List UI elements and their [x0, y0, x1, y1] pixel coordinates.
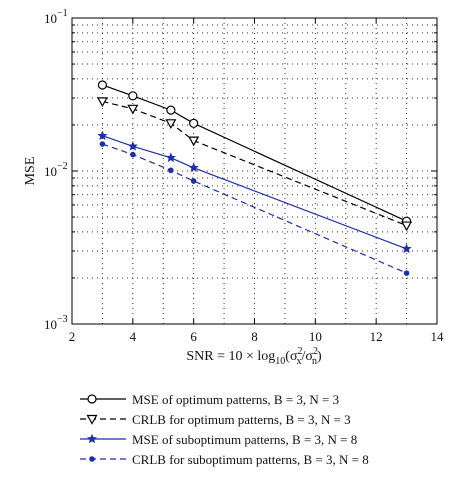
- y-tick-label: 10−2: [44, 161, 68, 179]
- y-axis-label: MSE: [23, 157, 38, 186]
- series-4: [99, 141, 410, 276]
- series-1: [97, 80, 412, 226]
- y-axis: 10−1 10−2 10−3: [44, 8, 437, 332]
- data-point: [403, 270, 410, 276]
- legend-entry: MSE of suboptimum patterns, B = 3, N = 8: [80, 432, 357, 447]
- data-point: [97, 80, 108, 90]
- data-point: [190, 178, 197, 184]
- data-point: [165, 119, 177, 130]
- legend-entry: MSE of optimum patterns, B = 3, N = 3: [80, 392, 339, 407]
- data-point: [86, 433, 98, 444]
- x-axis: 2 4 6 8 10 12 14: [69, 18, 444, 344]
- x-tick-label: 2: [69, 329, 76, 344]
- data-point: [401, 243, 412, 254]
- y-tick-label: 10−3: [44, 314, 68, 332]
- data-point: [127, 104, 139, 115]
- data-point: [166, 105, 176, 115]
- legend-label: CRLB for optimum patterns, B = 3, N = 3: [132, 412, 351, 427]
- data-point: [127, 141, 138, 151]
- x-tick-label: 8: [251, 329, 258, 344]
- x-tick-label: 10: [309, 329, 322, 344]
- data-point: [128, 91, 138, 101]
- data-point: [401, 221, 413, 232]
- series-line: [102, 135, 407, 250]
- x-tick-label: 14: [431, 329, 445, 344]
- data-point: [168, 167, 174, 174]
- x-tick-label: 6: [190, 329, 197, 344]
- data-point: [165, 152, 176, 163]
- legend-entry: CRLB for suboptimum patterns, B = 3, N =…: [80, 452, 369, 467]
- data-point: [188, 162, 199, 173]
- x-tick-label: 12: [370, 329, 383, 344]
- data-point: [97, 130, 108, 141]
- data-point: [86, 414, 98, 425]
- series-2: [96, 97, 413, 232]
- data-point: [188, 136, 200, 147]
- data-point: [189, 118, 199, 128]
- data-point: [99, 141, 106, 147]
- x-tick-label: 4: [130, 329, 137, 344]
- data-point: [89, 456, 95, 462]
- legend: MSE of optimum patterns, B = 3, N = 3 CRL…: [80, 392, 369, 467]
- series-layer: [96, 80, 413, 276]
- data-point: [96, 97, 108, 108]
- x-axis-label: SNR = 10 × log10(σ2 x/σ2 n): [186, 346, 322, 367]
- legend-label: MSE of suboptimum patterns, B = 3, N = 8: [132, 432, 357, 447]
- y-tick-label: 10−1: [44, 8, 68, 26]
- legend-label: MSE of optimum patterns, B = 3, N = 3: [132, 392, 339, 407]
- legend-label: CRLB for suboptimum patterns, B = 3, N =…: [132, 452, 369, 467]
- series-3: [97, 130, 412, 254]
- data-point: [130, 151, 136, 158]
- grid-lines: [72, 18, 437, 324]
- data-point: [87, 394, 97, 404]
- legend-entry: CRLB for optimum patterns, B = 3, N = 3: [80, 412, 351, 427]
